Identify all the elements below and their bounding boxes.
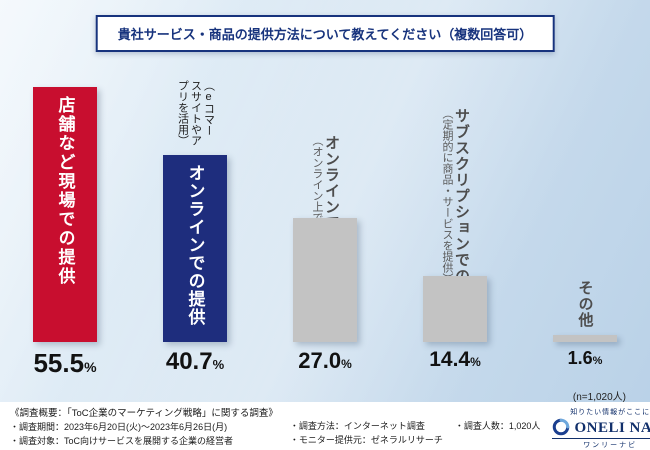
value-label-other: 1.6% [520,348,650,369]
value-unit: % [212,357,225,372]
bar-subscription [423,276,487,342]
bar-label-sub: （定期的に商品・サービスを提供） [441,108,453,284]
oneli-navi-logo: 知りたい情報がここに ONELI NAVI ワンリーナビ [552,407,650,450]
bar-store: 店舗など現場での提供 [33,87,97,342]
bar-label-subscription: サブスクリプションでの提供 （定期的に商品・サービスを提供） [440,108,470,324]
footer-right-column: ・調査人数：1,020人 [455,420,541,434]
bar-group-online-facetoface: オンラインでの対面提供 （オンライン上で対話し提供） 27.0% [260,60,390,373]
value-number: 14.4 [429,348,471,371]
logo-kana: ワンリーナビ [552,438,650,450]
value-unit: % [592,355,603,367]
sample-size-note: (n=1,020人) [572,392,626,403]
survey-monitor: ・モニター提供元：ゼネラルリサーチ [289,434,443,445]
survey-method: ・調査方法：インターネット調査 [289,421,425,431]
value-unit: % [341,357,352,371]
footer-left-column: 《調査概要：「ToC企業のマーケティング戦略」に関する調査》 ・調査期間：202… [10,407,278,448]
survey-target: ・調査対象：ToC向けサービスを展開する企業の経営者 [10,435,234,446]
value-unit: % [470,355,481,369]
value-number: 1.6 [567,348,593,368]
bar-label-main: その他 [576,280,594,328]
bar-sublabel-online: （eコマースサイトやアプリを活用） [176,80,215,146]
bar-online: オンラインでの提供 [163,155,227,342]
bar-label-store: 店舗など現場での提供 [55,96,75,286]
bar-label-main: サブスクリプションでの提供 [453,108,470,316]
value-number: 55.5 [33,348,85,378]
survey-footer: 《調査概要：「ToC企業のマーケティング戦略」に関する調査》 ・調査期間：202… [0,402,650,450]
value-label-store: 55.5% [0,348,130,379]
value-unit: % [84,359,97,375]
survey-overview-heading: 《調査概要：「ToC企業のマーケティング戦略」に関する調査》 [10,408,278,419]
bar-label-online: オンラインでの提供 [185,164,205,326]
bar-group-online: （eコマースサイトやアプリを活用） オンラインでの提供 40.7% [130,60,260,375]
bar-group-store: 店舗など現場での提供 55.5% [0,60,130,378]
chart-title-text: 貴社サービス・商品の提供方法について教えてください（複数回答可） [117,27,533,42]
chart-title: 貴社サービス・商品の提供方法について教えてください（複数回答可） [95,15,555,52]
value-number: 27.0 [298,348,342,373]
value-number: 40.7 [165,348,213,375]
survey-period: ・調査期間：2023年6月20日(火)～2023年6月26日(月) [10,422,228,433]
footer-middle-column: ・調査方法：インターネット調査 ・モニター提供元：ゼネラルリサーチ [290,420,443,447]
logo-tagline: 知りたい情報がここに [570,409,650,416]
swirl-logo-icon [552,418,570,438]
logo-row: ONELI NAVI [552,418,650,438]
bar-group-other: その他 1.6% [520,60,650,368]
survey-count: ・調査人数：1,020人 [454,421,541,431]
bar-online-facetoface [293,218,357,342]
value-label-online: 40.7% [130,348,260,376]
bar-other [553,335,617,342]
value-label-subscription: 14.4% [390,348,520,372]
bar-group-subscription: サブスクリプションでの提供 （定期的に商品・サービスを提供） 14.4% [390,60,520,371]
value-label-online-facetoface: 27.0% [260,348,390,374]
logo-wordmark: ONELI NAVI [574,419,650,436]
bar-chart: 店舗など現場での提供 55.5% （eコマースサイトやアプリを活用） オンライン… [0,60,650,378]
bar-label-other: その他 [577,280,594,338]
